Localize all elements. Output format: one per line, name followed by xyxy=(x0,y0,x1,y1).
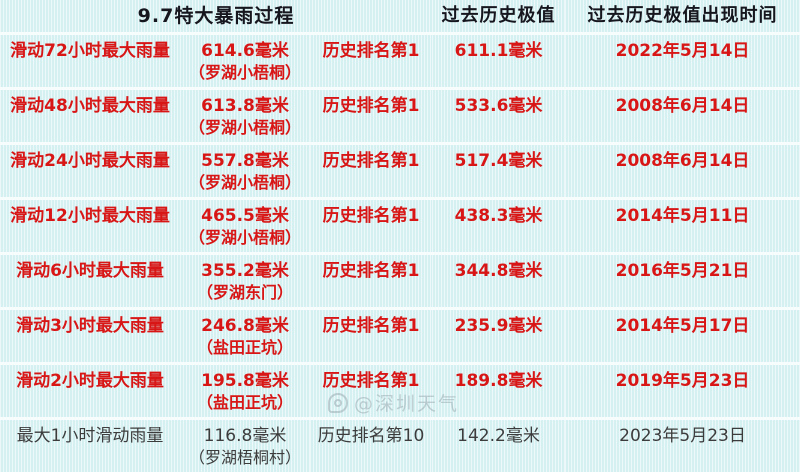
extreme-value-cell: 611.1毫米 xyxy=(432,35,566,87)
table-row: 滑动48小时最大雨量 613.8毫米 （罗湖小梧桐） 历史排名第1 533.6毫… xyxy=(0,90,800,142)
extreme-date-cell: 2019年5月23日 xyxy=(565,365,800,417)
extreme-date-cell: 2008年6月14日 xyxy=(565,90,800,142)
event-value-cell: 116.8毫米 （罗湖梧桐村） xyxy=(180,420,310,472)
table-row: 滑动24小时最大雨量 557.8毫米 （罗湖小梧桐） 历史排名第1 517.4毫… xyxy=(0,145,800,197)
station-name: （罗湖小梧桐） xyxy=(188,173,301,192)
extreme-date-cell: 2014年5月11日 xyxy=(565,200,800,252)
table-row: 最大1小时滑动雨量 116.8毫米 （罗湖梧桐村） 历史排名第10 142.2毫… xyxy=(0,420,800,472)
event-title: 9.7特大暴雨过程 xyxy=(0,0,433,32)
extreme-date-cell: 2016年5月21日 xyxy=(565,255,800,307)
extreme-value-cell: 517.4毫米 xyxy=(432,145,566,197)
event-value-cell: 195.8毫米 （盐田正坑） xyxy=(180,365,310,417)
extreme-date-cell: 2008年6月14日 xyxy=(565,145,800,197)
extreme-value-cell: 235.9毫米 xyxy=(432,310,566,362)
row-label: 滑动24小时最大雨量 xyxy=(0,145,180,197)
rain-value: 465.5毫米 xyxy=(201,206,289,226)
rank-cell: 历史排名第1 xyxy=(310,90,433,142)
row-label: 最大1小时滑动雨量 xyxy=(0,420,180,472)
rain-value: 195.8毫米 xyxy=(201,371,289,391)
row-label: 滑动48小时最大雨量 xyxy=(0,90,180,142)
station-name: （罗湖小梧桐） xyxy=(188,118,301,137)
station-name: （罗湖梧桐村） xyxy=(188,448,301,467)
event-value-cell: 614.6毫米 （罗湖小梧桐） xyxy=(180,35,310,87)
row-label: 滑动6小时最大雨量 xyxy=(0,255,180,307)
station-name: （盐田正坑） xyxy=(196,338,293,357)
table-row: 滑动6小时最大雨量 355.2毫米 （罗湖东门） 历史排名第1 344.8毫米 … xyxy=(0,255,800,307)
extreme-value-cell: 533.6毫米 xyxy=(432,90,566,142)
station-name: （罗湖小梧桐） xyxy=(188,228,301,247)
rank-cell: 历史排名第1 xyxy=(310,310,433,362)
extreme-value-cell: 142.2毫米 xyxy=(432,420,566,472)
station-name: （罗湖小梧桐） xyxy=(188,63,301,82)
rain-value: 614.6毫米 xyxy=(201,41,289,61)
extreme-date-cell: 2014年5月17日 xyxy=(565,310,800,362)
row-label: 滑动12小时最大雨量 xyxy=(0,200,180,252)
station-name: （罗湖东门） xyxy=(196,283,293,302)
row-label: 滑动72小时最大雨量 xyxy=(0,35,180,87)
extreme-date-cell: 2023年5月23日 xyxy=(565,420,800,472)
extreme-value-cell: 344.8毫米 xyxy=(432,255,566,307)
event-value-cell: 246.8毫米 （盐田正坑） xyxy=(180,310,310,362)
rank-cell: 历史排名第1 xyxy=(310,200,433,252)
table-row: 滑动2小时最大雨量 195.8毫米 （盐田正坑） 历史排名第1 189.8毫米 … xyxy=(0,365,800,417)
rank-cell: 历史排名第1 xyxy=(310,255,433,307)
rank-cell: 历史排名第10 xyxy=(310,420,433,472)
table-row: 滑动72小时最大雨量 614.6毫米 （罗湖小梧桐） 历史排名第1 611.1毫… xyxy=(0,35,800,87)
rain-value: 613.8毫米 xyxy=(201,96,289,116)
rain-value: 557.8毫米 xyxy=(201,151,289,171)
rain-value: 246.8毫米 xyxy=(201,316,289,336)
extreme-value-cell: 438.3毫米 xyxy=(432,200,566,252)
rain-value: 355.2毫米 xyxy=(201,261,289,281)
rank-cell: 历史排名第1 xyxy=(310,35,433,87)
extreme-value-cell: 189.8毫米 xyxy=(432,365,566,417)
row-label: 滑动2小时最大雨量 xyxy=(0,365,180,417)
rank-cell: 历史排名第1 xyxy=(310,145,433,197)
table-row: 滑动3小时最大雨量 246.8毫米 （盐田正坑） 历史排名第1 235.9毫米 … xyxy=(0,310,800,362)
rank-cell: 历史排名第1 xyxy=(310,365,433,417)
header-row: 9.7特大暴雨过程 过去历史极值 过去历史极值出现时间 xyxy=(0,0,800,32)
event-value-cell: 355.2毫米 （罗湖东门） xyxy=(180,255,310,307)
event-value-cell: 557.8毫米 （罗湖小梧桐） xyxy=(180,145,310,197)
rain-value: 116.8毫米 xyxy=(203,426,287,446)
extreme-date-cell: 2022年5月14日 xyxy=(565,35,800,87)
row-label: 滑动3小时最大雨量 xyxy=(0,310,180,362)
table-row: 滑动12小时最大雨量 465.5毫米 （罗湖小梧桐） 历史排名第1 438.3毫… xyxy=(0,200,800,252)
event-value-cell: 613.8毫米 （罗湖小梧桐） xyxy=(180,90,310,142)
event-value-cell: 465.5毫米 （罗湖小梧桐） xyxy=(180,200,310,252)
column-header-extreme: 过去历史极值 xyxy=(432,0,566,32)
column-header-extreme-time: 过去历史极值出现时间 xyxy=(565,0,800,32)
station-name: （盐田正坑） xyxy=(196,393,293,412)
